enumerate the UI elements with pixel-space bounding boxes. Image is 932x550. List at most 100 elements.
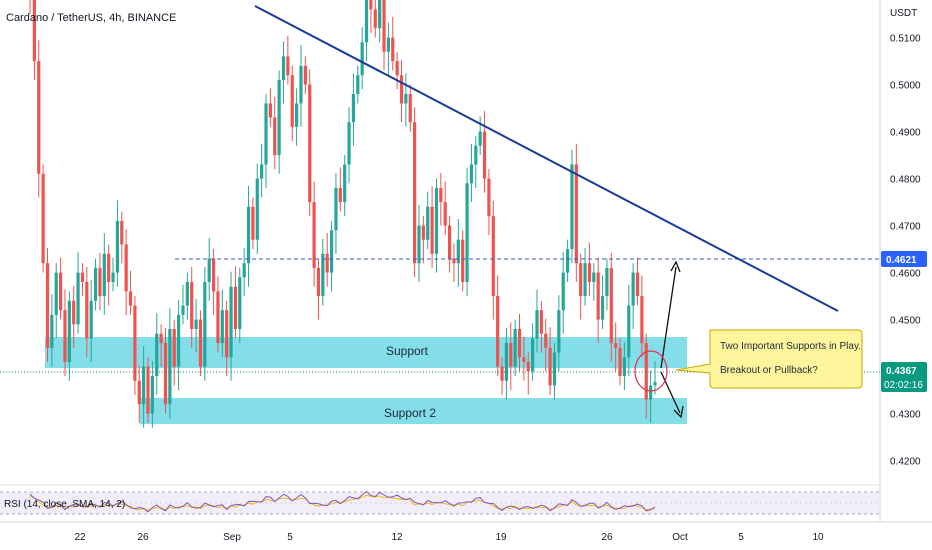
candle-body [500,366,504,381]
candle-body [391,37,395,62]
candle-body [447,225,452,259]
candle-body [198,319,203,367]
candle-body [316,267,321,297]
candle-body [107,253,111,282]
candle-body [356,75,360,94]
candle-body [45,263,50,348]
support-zone-1[interactable] [45,337,687,368]
candle-body [142,366,146,405]
candle-body [277,79,281,156]
candle-body [605,267,609,297]
breakout-arrow[interactable] [660,266,677,369]
candle-body [430,206,434,254]
candle-body [220,310,224,344]
candle-body [587,263,592,282]
candle-body [522,357,526,362]
price-axis-panel[interactable] [880,0,932,550]
candle-body [461,239,465,282]
candle-body [596,272,600,320]
candle-body [579,263,583,297]
price-tick-label: 0.4200 [890,457,921,468]
candle-body [544,333,548,348]
candles-group [29,0,657,428]
candle-body [509,343,513,367]
candle-body [561,272,565,311]
support-zone-2[interactable] [140,398,687,424]
candle-body [552,352,557,386]
candle-body [382,0,386,52]
level-badge-text: 0.4621 [886,255,917,266]
price-badge-text: 0.4367 [886,366,917,377]
candle-body [548,347,552,386]
candle-body [496,296,500,367]
price-tick-label: 0.4600 [890,269,921,280]
candle-body [478,131,482,146]
candle-body [32,0,36,62]
candle-body [58,272,63,311]
time-tick-label: 10 [812,532,824,543]
candle-body [439,188,443,203]
candle-body [338,188,342,203]
candle-body [570,164,574,250]
chart-title: Cardano / TetherUS, 4h, BINANCE [6,12,176,24]
candle-body [631,272,635,306]
candle-body [443,202,447,226]
candle-body [408,94,412,123]
candle-body [89,300,93,339]
candle-body [487,178,491,217]
candle-body [465,183,469,282]
breakout-arrowhead-icon [670,260,681,273]
callout-box[interactable] [675,329,863,389]
candle-body [347,122,351,165]
support-2-label: Support 2 [384,406,436,420]
candle-body [133,305,137,381]
candle-body [622,357,627,376]
highlight-circle[interactable] [634,350,668,392]
candle-body [329,230,334,273]
candle-body [334,188,338,231]
candle-body [216,291,220,344]
candle-body [378,0,382,29]
candle-body [583,263,587,297]
candle-body [98,267,102,297]
candle-body [50,314,54,348]
descending-trendline[interactable] [254,5,839,312]
candle-body [456,239,460,264]
candle-body [238,277,242,329]
candle-body [67,300,71,362]
candle-body [273,117,277,156]
pullback-arrow[interactable] [660,371,681,414]
candle-body [128,291,133,306]
countdown-text: 02:02:16 [884,380,923,391]
callout-line-2: Breakout or Pullback? [720,365,818,376]
price-tick-label: 0.5000 [890,81,921,92]
candle-body [268,103,272,118]
candle-body [251,206,255,240]
candle-body [373,9,377,29]
candle-body [517,329,522,358]
candle-body [649,385,653,400]
time-tick-label: Oct [672,532,688,543]
candle-body [150,376,154,414]
candle-body [325,253,329,273]
price-tick-label: 0.4800 [890,175,921,186]
candle-body [120,220,124,245]
rsi-label: RSI (14, close, SMA, 14, 2) [4,499,125,510]
candle-body [539,310,543,334]
rsi-line [29,490,656,513]
candle-body [360,42,364,76]
candle-body [399,75,404,104]
callout-line-1: Two Important Supports in Play. [720,341,861,352]
candle-body [41,173,45,264]
candle-body [369,0,373,10]
candle-body [207,258,211,282]
price-tick-label: 0.4900 [890,128,921,139]
candle-body [155,333,159,376]
pullback-arrowhead-icon [673,405,684,419]
candle-body [299,65,303,104]
candle-body [85,282,89,339]
candle-body [242,263,246,278]
time-tick-label: 19 [495,532,507,543]
candle-body [364,0,369,43]
